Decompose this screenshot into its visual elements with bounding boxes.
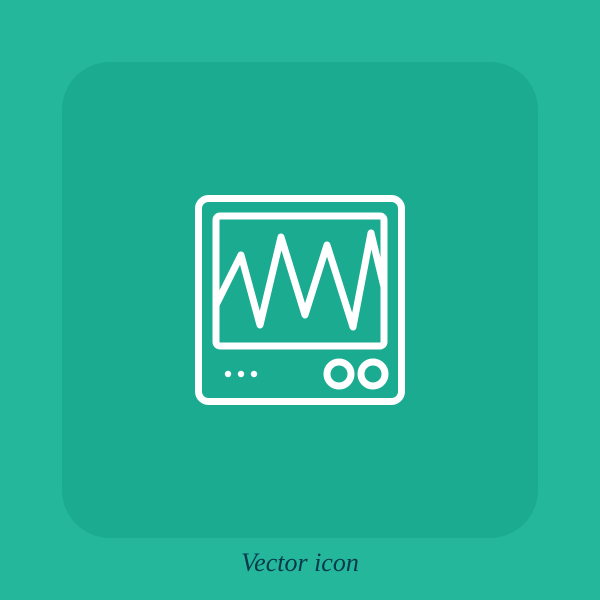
control-knob bbox=[361, 362, 385, 386]
control-knobs bbox=[327, 362, 385, 386]
indicator-dot bbox=[238, 371, 244, 377]
control-knob bbox=[327, 362, 351, 386]
canvas: Vector icon bbox=[0, 0, 600, 600]
icon-card bbox=[62, 62, 538, 538]
indicator-dots bbox=[225, 371, 257, 377]
caption-text: Vector icon bbox=[0, 548, 600, 578]
indicator-dot bbox=[251, 371, 257, 377]
ecg-monitor-icon bbox=[195, 195, 405, 405]
indicator-dot bbox=[225, 371, 231, 377]
ecg-waveform bbox=[216, 233, 384, 327]
